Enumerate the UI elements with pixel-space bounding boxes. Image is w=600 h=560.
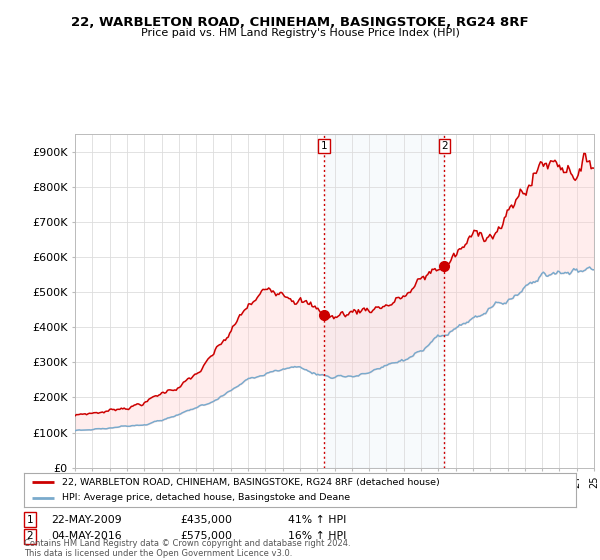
Text: £435,000: £435,000: [180, 515, 232, 525]
Text: 2: 2: [441, 141, 448, 151]
Text: 1: 1: [26, 515, 34, 525]
Text: 04-MAY-2016: 04-MAY-2016: [51, 531, 122, 542]
Text: Price paid vs. HM Land Registry's House Price Index (HPI): Price paid vs. HM Land Registry's House …: [140, 28, 460, 38]
Text: £575,000: £575,000: [180, 531, 232, 542]
Text: Contains HM Land Registry data © Crown copyright and database right 2024.
This d: Contains HM Land Registry data © Crown c…: [24, 539, 350, 558]
Text: 22-MAY-2009: 22-MAY-2009: [51, 515, 122, 525]
Text: HPI: Average price, detached house, Basingstoke and Deane: HPI: Average price, detached house, Basi…: [62, 493, 350, 502]
Text: 41% ↑ HPI: 41% ↑ HPI: [288, 515, 346, 525]
Text: 1: 1: [320, 141, 327, 151]
Text: 2: 2: [26, 531, 34, 542]
Text: 22, WARBLETON ROAD, CHINEHAM, BASINGSTOKE, RG24 8RF (detached house): 22, WARBLETON ROAD, CHINEHAM, BASINGSTOK…: [62, 478, 439, 487]
Text: 22, WARBLETON ROAD, CHINEHAM, BASINGSTOKE, RG24 8RF: 22, WARBLETON ROAD, CHINEHAM, BASINGSTOK…: [71, 16, 529, 29]
Text: 16% ↑ HPI: 16% ↑ HPI: [288, 531, 346, 542]
